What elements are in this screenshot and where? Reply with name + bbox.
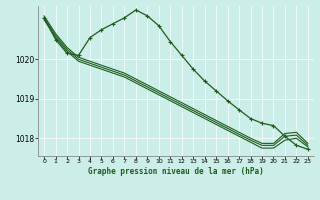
X-axis label: Graphe pression niveau de la mer (hPa): Graphe pression niveau de la mer (hPa) bbox=[88, 167, 264, 176]
